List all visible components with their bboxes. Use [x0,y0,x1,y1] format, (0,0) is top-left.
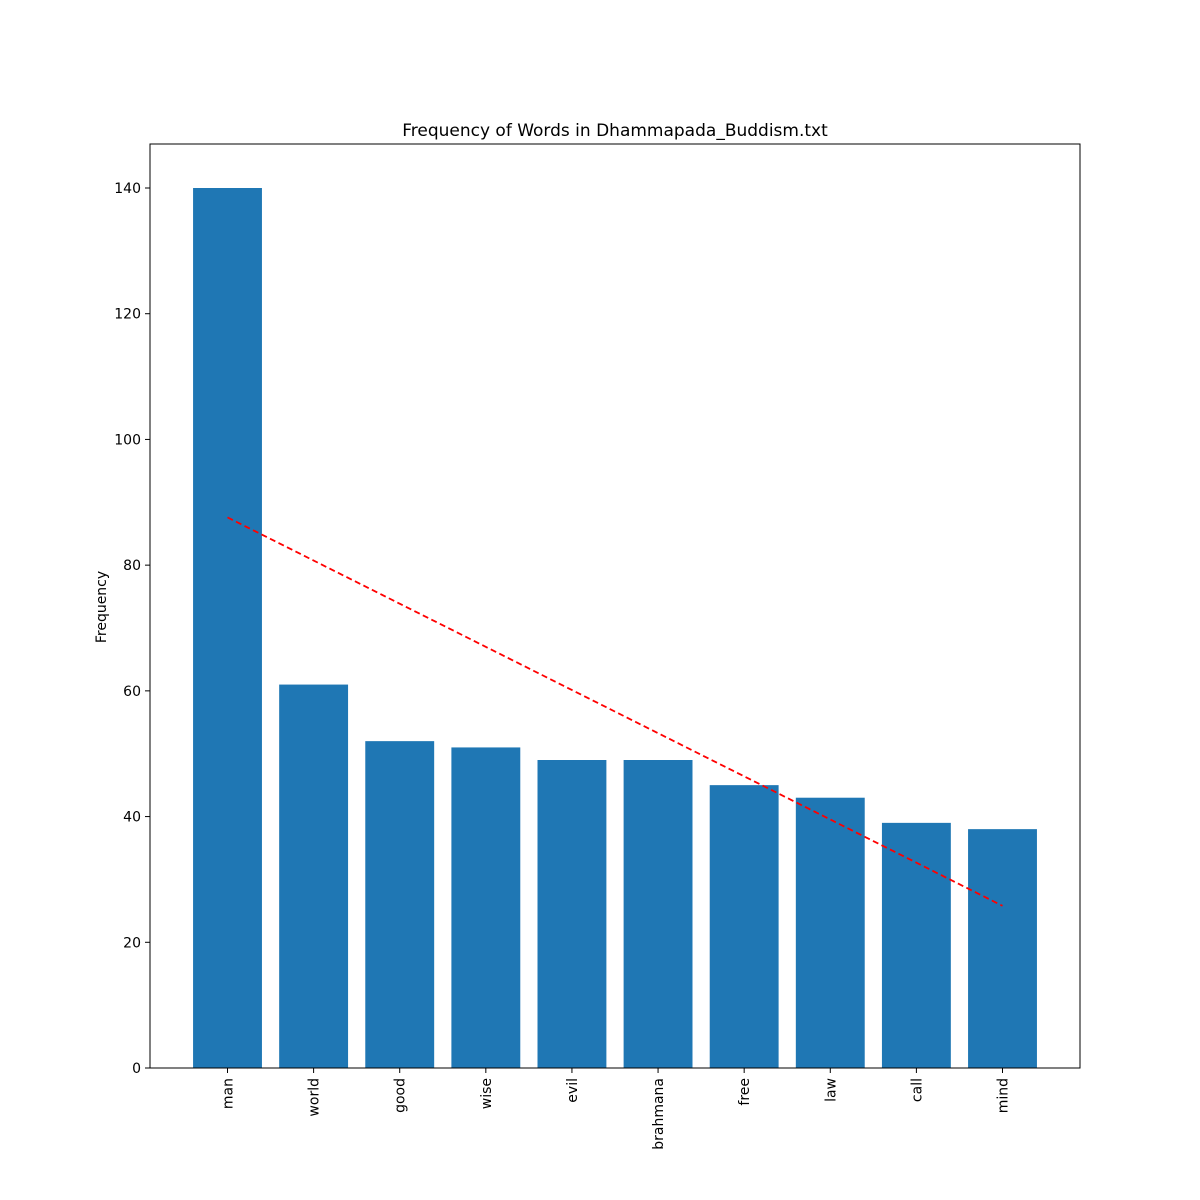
bar-law [795,797,865,1068]
x-tick-label: brahmana [651,1078,667,1150]
chart-title: Frequency of Words in Dhammapada_Buddism… [402,121,828,141]
trend-line [227,516,1003,907]
y-tick-label: 60 [123,684,141,700]
bar-brahmana [623,760,693,1068]
y-tick-label: 140 [114,181,141,197]
y-tick-label: 20 [123,935,141,951]
y-tick-label: 40 [123,810,141,826]
bar-world [279,684,349,1068]
x-tick-label: good [393,1078,409,1113]
x-tick-label: world [307,1078,323,1117]
y-tick-label: 120 [114,307,141,323]
y-tick-label: 0 [132,1061,141,1077]
bar-call [881,822,951,1068]
bar-mind [968,829,1037,1068]
bar-good [365,741,435,1068]
x-tick-label: wise [479,1078,495,1109]
bar-free [709,785,779,1068]
x-tick-label: law [823,1078,839,1102]
bar-wise [451,747,521,1068]
bar-man [193,188,262,1068]
x-tick-label: call [909,1078,925,1102]
y-tick-label: 80 [123,558,141,574]
y-tick-label: 100 [114,432,141,448]
plot-area: 0 20 40 60 80 100 120 140 man world good wise evil br… [114,143,1081,1150]
x-tick-label: evil [565,1078,581,1103]
axes-frame [149,143,1081,1069]
y-axis-label: Frequency [94,571,110,643]
bar-evil [537,760,607,1068]
x-tick-label: mind [996,1078,1012,1113]
x-tick-label: free [737,1078,753,1106]
x-tick-label: man [221,1078,237,1109]
